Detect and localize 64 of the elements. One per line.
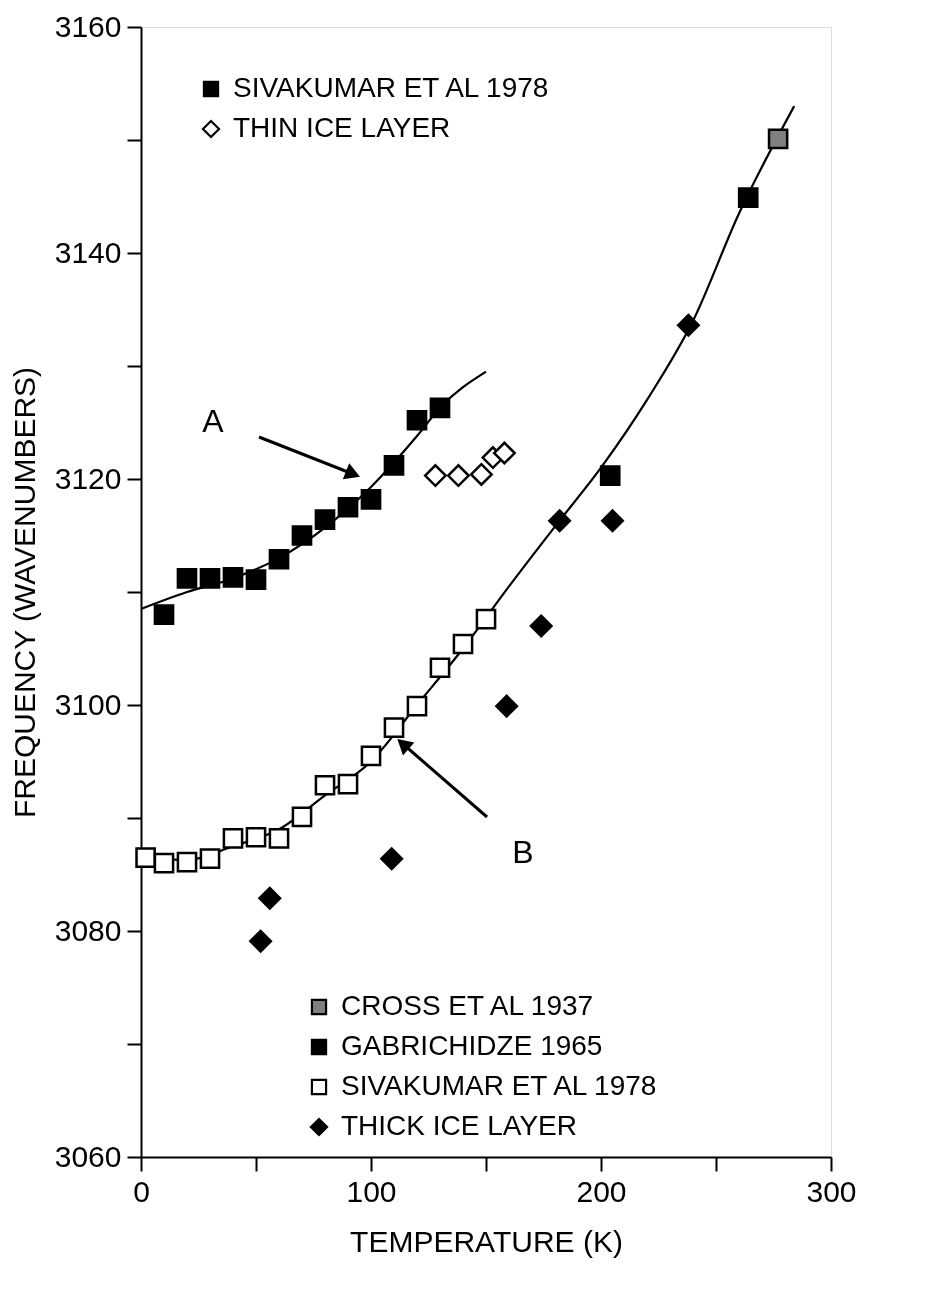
point: [314, 774, 336, 796]
y-tick-label: 3080: [54, 913, 122, 947]
annotation: A: [202, 403, 225, 439]
point: [383, 717, 405, 738]
point: [199, 568, 221, 589]
point: [492, 441, 516, 465]
point: [383, 455, 405, 476]
point: [176, 851, 198, 873]
point: [469, 462, 493, 486]
point: [676, 313, 700, 337]
legend-label: THICK ICE LAYER: [341, 1110, 577, 1141]
y-tick-label: 3100: [54, 687, 122, 721]
legend-label: SIVAKUMAR ET AL 1978: [341, 1070, 657, 1101]
point: [599, 465, 621, 486]
point: [153, 852, 175, 874]
point: [249, 929, 273, 953]
x-axis-title: TEMPERATURE (K): [350, 1224, 623, 1258]
point: [406, 409, 428, 431]
point: [199, 848, 221, 870]
y-axis-title: FREQUENCY (WAVENUMBERS): [7, 366, 41, 819]
legend-label: GABRICHIDZE 1965: [341, 1030, 603, 1061]
point: [601, 509, 624, 533]
y-tick-label: 3140: [54, 235, 122, 269]
point: [153, 604, 175, 625]
x-tick-label: 100: [346, 1174, 397, 1208]
point: [423, 464, 447, 488]
point: [337, 773, 359, 795]
point: [429, 657, 451, 679]
y-tick-label: 3120: [54, 461, 122, 495]
point: [176, 568, 198, 589]
point: [380, 847, 404, 871]
legend-label: SIVAKUMAR ET AL 1978: [233, 72, 549, 103]
point: [135, 847, 156, 868]
point: [429, 397, 451, 419]
point: [360, 745, 382, 767]
point: [495, 694, 519, 718]
x-tick-label: 300: [806, 1174, 857, 1208]
point: [360, 489, 382, 510]
point: [291, 806, 313, 828]
x-tick-label: 0: [133, 1174, 150, 1208]
x-tick-label: 200: [576, 1174, 627, 1208]
point: [314, 509, 336, 531]
point: [268, 548, 290, 570]
point: [268, 828, 290, 849]
point: [245, 826, 267, 848]
point: [446, 464, 470, 488]
point: [452, 633, 474, 655]
point: [258, 886, 282, 910]
point: [291, 525, 313, 546]
point: [245, 569, 267, 590]
point: [337, 496, 359, 518]
point: [548, 509, 572, 533]
y-tick-label: 3160: [54, 9, 122, 43]
point: [222, 566, 244, 588]
point: [222, 828, 244, 849]
point: [475, 608, 497, 630]
legend-label: THIN ICE LAYER: [233, 112, 451, 143]
point: [529, 614, 553, 638]
point: [737, 187, 759, 208]
legend-label: CROSS ET AL 1937: [341, 990, 594, 1021]
y-tick-label: 3060: [54, 1139, 122, 1173]
annotation: B: [512, 834, 534, 870]
point: [406, 695, 428, 717]
point: [767, 128, 789, 150]
